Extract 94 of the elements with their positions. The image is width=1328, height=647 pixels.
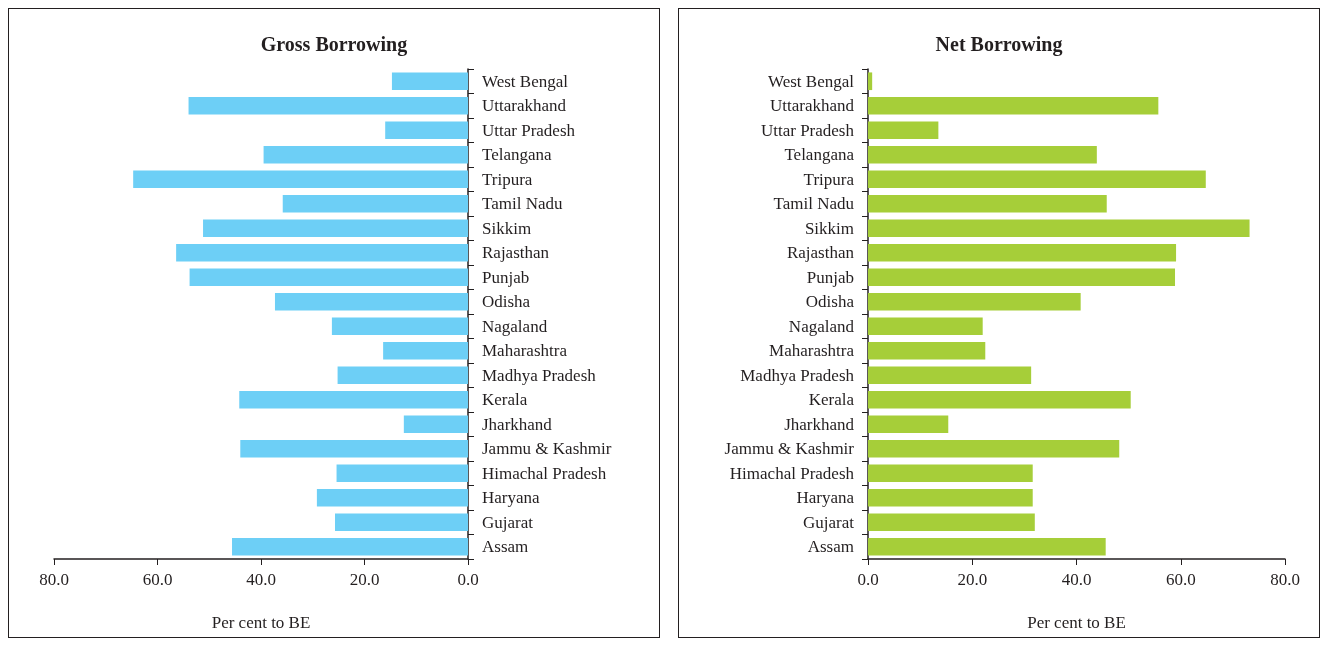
y-tick-label: Maharashtra — [482, 341, 568, 361]
chart-title: Gross Borrowing — [260, 33, 408, 56]
y-tick-label: Nagaland — [788, 316, 855, 336]
bar — [335, 513, 468, 532]
bar — [383, 341, 468, 360]
bar — [391, 72, 468, 91]
x-axis-title: Per cent to BE — [211, 613, 311, 632]
y-tick-label: Kerala — [808, 390, 855, 410]
bar — [385, 121, 468, 140]
y-tick-label: Madhya Pradesh — [740, 365, 855, 385]
y-tick-label: Odisha — [482, 292, 531, 312]
bar — [868, 292, 1081, 311]
y-tick-label: Rajasthan — [786, 243, 855, 263]
y-tick-label: Punjab — [806, 267, 854, 287]
bar — [282, 194, 468, 213]
x-tick-label: 20.0 — [957, 570, 988, 589]
bar — [868, 537, 1106, 556]
y-tick-label: Tripura — [803, 169, 855, 189]
bar — [274, 292, 468, 311]
y-tick-label: West Bengal — [768, 71, 855, 91]
x-tick-label: 80.0 — [1270, 570, 1300, 589]
bar — [203, 219, 468, 238]
bar — [868, 72, 873, 91]
bar — [868, 268, 1176, 287]
y-tick-label: West Bengal — [482, 71, 569, 91]
x-tick-label: 80.0 — [39, 570, 69, 589]
bar — [868, 366, 1032, 385]
y-tick-label: Uttar Pradesh — [482, 120, 576, 140]
bar — [336, 464, 468, 483]
bar — [331, 317, 468, 336]
y-tick-label: Sikkim — [804, 218, 854, 238]
bar — [868, 170, 1206, 189]
y-tick-label: Gujarat — [803, 512, 855, 532]
bar — [868, 219, 1250, 238]
y-tick-label: Jharkhand — [784, 414, 855, 434]
bar — [868, 439, 1120, 458]
bar — [868, 96, 1159, 115]
bar — [263, 145, 468, 164]
x-tick-label: 60.0 — [1165, 570, 1196, 589]
bar — [232, 537, 468, 556]
bar — [240, 439, 468, 458]
x-tick-label: 60.0 — [142, 570, 173, 589]
bar — [868, 513, 1035, 532]
x-axis-title: Per cent to BE — [1027, 613, 1126, 632]
bar — [189, 268, 468, 287]
y-tick-label: Sikkim — [482, 218, 532, 238]
x-tick-label: 0.0 — [857, 570, 879, 589]
bar — [868, 488, 1033, 507]
y-tick-label: Tamil Nadu — [773, 194, 855, 214]
y-tick-label: Jammu & Kashmir — [482, 439, 612, 459]
y-tick-label: Tamil Nadu — [482, 194, 563, 214]
y-tick-label: Telangana — [784, 145, 855, 165]
y-tick-label: Nagaland — [482, 316, 548, 336]
y-tick-label: Uttarakhand — [482, 96, 567, 116]
x-tick-label: 40.0 — [246, 570, 276, 589]
y-tick-label: Assam — [807, 537, 854, 557]
bar — [868, 317, 983, 336]
y-tick-label: Haryana — [796, 488, 855, 508]
y-tick-label: Tripura — [482, 169, 533, 189]
y-tick-label: Gujarat — [482, 512, 534, 532]
y-tick-label: Haryana — [482, 488, 541, 508]
y-tick-label: Uttarakhand — [769, 96, 855, 116]
bar — [868, 243, 1177, 262]
y-tick-label: Telangana — [482, 145, 553, 165]
y-tick-label: Kerala — [482, 390, 528, 410]
bar — [176, 243, 468, 262]
bar — [868, 194, 1107, 213]
y-tick-label: Rajasthan — [482, 243, 550, 263]
y-tick-label: Maharashtra — [769, 341, 855, 361]
bar — [133, 170, 468, 189]
y-tick-label: Odisha — [805, 292, 855, 312]
x-tick-label: 0.0 — [457, 570, 479, 589]
bar — [316, 488, 468, 507]
bar — [868, 341, 986, 360]
bar — [868, 121, 939, 140]
bar — [868, 464, 1033, 483]
bar — [868, 390, 1131, 409]
bar — [403, 415, 468, 434]
chart-title: Net Borrowing — [935, 33, 1063, 56]
bar — [337, 366, 468, 385]
x-tick-label: 20.0 — [349, 570, 380, 589]
x-tick-label: 40.0 — [1061, 570, 1092, 589]
y-tick-label: Jharkhand — [482, 414, 553, 434]
bar — [868, 145, 1097, 164]
bar — [868, 415, 949, 434]
y-tick-label: Assam — [482, 537, 529, 557]
y-tick-label: Madhya Pradesh — [482, 365, 597, 385]
y-tick-label: Himachal Pradesh — [729, 463, 855, 483]
bar — [188, 96, 468, 115]
y-tick-label: Uttar Pradesh — [760, 120, 855, 140]
y-tick-label: Jammu & Kashmir — [724, 439, 855, 459]
bar — [239, 390, 468, 409]
y-tick-label: Punjab — [482, 267, 530, 287]
y-tick-label: Himachal Pradesh — [482, 463, 607, 483]
